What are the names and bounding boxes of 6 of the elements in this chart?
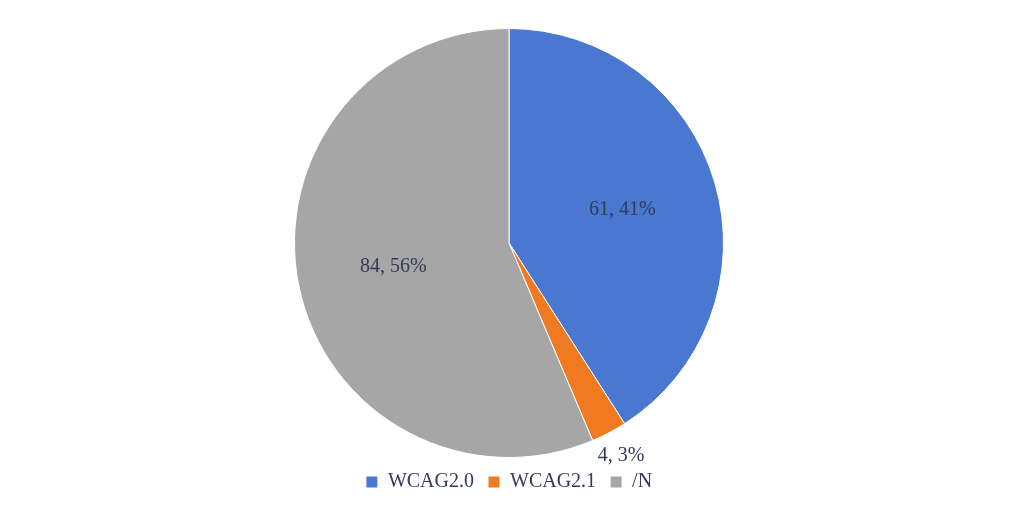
data-label: 4, 3% <box>597 442 645 465</box>
legend-label: /N <box>632 469 653 492</box>
legend-label: WCAG2.1 <box>510 469 597 492</box>
data-label: 61, 41% <box>588 197 656 220</box>
data-label: 84, 56% <box>360 253 427 276</box>
legend-label: WCAG2.0 <box>387 469 475 492</box>
